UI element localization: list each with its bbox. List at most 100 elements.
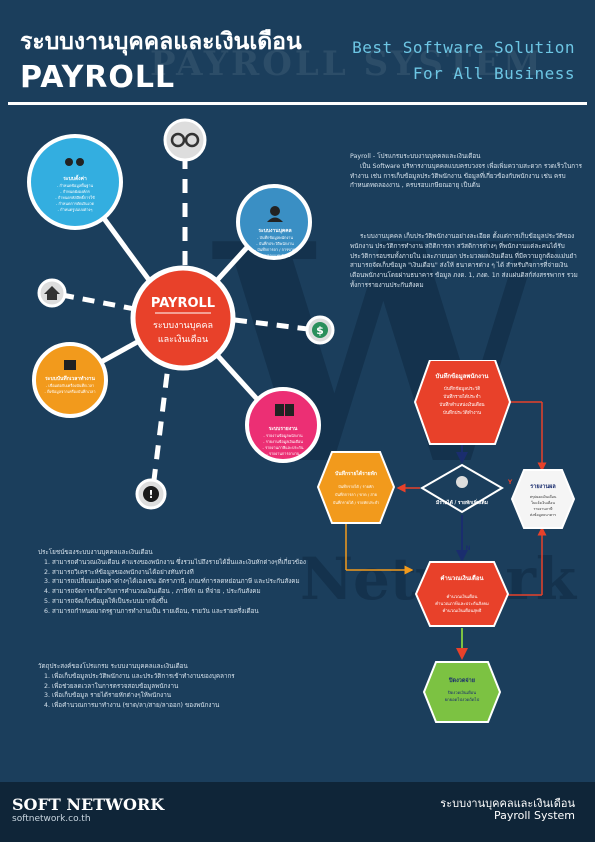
benefit-item: สามารถวิเคราะห์ข้อมูลของพนักงานได้อย่างท…	[52, 568, 358, 578]
footer-bar	[0, 782, 595, 842]
close-heading: ปิดงวดจ่าย	[448, 676, 475, 684]
hr-description: ระบบงานบุคคล เก็บประวัติพนักงานอย่างละเอ…	[350, 233, 578, 289]
hub-subtitle-1: ระบบงานบุคคล	[153, 321, 213, 331]
calc-line: คำนวณเงินเดือน	[447, 594, 478, 600]
person-icon	[267, 206, 283, 222]
time-node-heading: ระบบบันทึกเวลาทำงาน	[45, 375, 95, 382]
close-line: ปิดงวดเงินเดือน	[447, 690, 476, 695]
income-line: บันทึกรายได้ / รายหักประจำ	[333, 500, 379, 505]
objectives-block: วัตถุประสงค์ของโปรแกรม ระบบงานบุคคลและเง…	[38, 662, 358, 711]
benefit-item: สามารถจัดเก็บข้อมูลให้เป็นระบบมากยิ่งขึ้…	[52, 597, 358, 607]
document-icon	[64, 360, 76, 370]
time-node-line: - ดึงข้อมูลจากเครื่องบันทึกเวลา	[45, 389, 96, 394]
income-deduction-step	[316, 451, 396, 524]
record-line: บันทึกรายได้ประจำ	[443, 393, 481, 400]
page-title-english: PAYROLL	[20, 60, 176, 95]
settings-node-line: - กำหนดข้อมูลพื้นฐาน	[57, 182, 94, 188]
reports-line: ใบแจ้งเงินเดือน	[531, 500, 555, 505]
record-line: บันทึกข้อมูลประวัติ	[444, 386, 480, 392]
report-node-line: - รายงานภาษีและประกัน	[263, 445, 304, 450]
document-icon	[275, 404, 294, 416]
employee-node-line: - ค่าตอบแทนพิเศษ	[260, 253, 291, 258]
income-line: บันทึกรายได้ / รายหัก	[338, 484, 373, 489]
benefits-block: ประโยชน์ของระบบงานบุคคลและเงินเดือน สามา…	[38, 548, 358, 616]
alert-icon: !	[148, 488, 153, 501]
decision-yes-label: Y	[507, 479, 513, 486]
employee-node-heading: ระบบงานบุคคล	[258, 228, 291, 234]
intro-title: Payroll - โปรแกรมระบบงานบุคคลและเงินเดือ…	[350, 153, 481, 160]
module-diagram: $ ! PAYROLL ระบบงานบุคคล และเงินเดือน	[27, 118, 335, 510]
decision-step	[420, 463, 504, 514]
settings-node-line: - กำหนดผังองค์กร	[60, 189, 90, 194]
settings-node-line: - กำหนดการตัดเงินงวด	[56, 201, 95, 206]
tagline-line-2: For All Business	[412, 64, 575, 83]
settings-node-heading: ระบบตั้งค่า	[63, 173, 87, 182]
report-node-line: - รายงานข้อมูลเงินเดือน	[263, 439, 303, 444]
employee-node-line: - บันทึกข้อมูลพนักงาน	[257, 235, 293, 240]
objectives-title: วัตถุประสงค์ของโปรแกรม ระบบงานบุคคลและเง…	[38, 663, 188, 670]
employee-node	[236, 184, 312, 260]
decision-no-label: N	[465, 545, 470, 552]
decision-label: มีรายได้ / รายหักเพิ่มเติม	[436, 498, 488, 506]
header-divider	[8, 102, 587, 105]
settings-node-line: - กำหนดรหัสสิทธิ์การใช้	[55, 194, 95, 200]
report-node-heading: ระบบรายงาน	[269, 426, 298, 432]
footer-url[interactable]: softnetwork.co.th	[12, 814, 91, 824]
header-watermark: PAYROLL SYSTEM	[150, 44, 544, 84]
report-node-line: - รายงานการลางาน	[266, 451, 299, 456]
payroll-hub: PAYROLL ระบบงานบุคคล และเงินเดือน	[130, 265, 236, 371]
reports-step	[510, 469, 576, 529]
objective-item: เพื่อคำนวณการมาทำงาน (ขาด/ลา/สาย/ลาออก) …	[52, 701, 358, 711]
income-line: บันทึกการลา / ขาด / สาย	[335, 492, 377, 497]
calc-line: คำนวณภาษีและประกันสังคม	[435, 601, 489, 607]
objective-item: เพื่อเก็บข้อมูลประวัติพนักงาน และประวัติ…	[52, 672, 358, 682]
payroll-flowchart: บันทึกข้อมูลพนักงานบันทึกข้อมูลประวัติบั…	[316, 360, 576, 723]
record-line: บันทึกตำแหน่งเงินเดือน	[439, 401, 484, 408]
benefits-list: สามารถคำนวณเงินเดือน ค่าแรงของพนักงาน ซึ…	[38, 558, 358, 617]
hub-title: PAYROLL	[151, 296, 215, 311]
dollar-node: $	[305, 315, 335, 345]
benefit-item: สามารถจัดการเกี่ยวกับการคำนวณเงินเดือน ,…	[52, 587, 358, 597]
reports-heading: รายงานผล	[530, 483, 556, 490]
calc-heading: คำนวณเงินเดือน	[440, 574, 484, 582]
report-node-line: - รายงานข้อมูลพนักงาน	[263, 433, 303, 438]
objective-item: เพื่อเก็บข้อมูล รายได้รายหักต่างๆให้พนัก…	[52, 691, 358, 701]
dollar-icon: $	[316, 324, 324, 337]
reports-line: ส่งข้อมูลธนาคาร	[530, 512, 556, 517]
record-line: บันทึกประวัติทำงาน	[443, 409, 481, 416]
footer-title-english: Payroll System	[493, 809, 575, 822]
settings-node	[27, 134, 123, 230]
tagline-line-1: Best Software Solution	[352, 38, 575, 57]
report-node	[245, 387, 321, 463]
objective-item: เพื่อช่วยลดเวลาในการตรวจสอบข้อมูลพนักงาน	[52, 682, 358, 692]
home-icon	[44, 286, 60, 300]
hub-subtitle-2: และเงินเดือน	[158, 334, 208, 345]
page-title-thai: ระบบงานบุคคลและเงินเดือน	[20, 29, 302, 55]
close-period-step	[422, 661, 502, 723]
footer-brand: SOFT NETWORK	[12, 795, 165, 814]
benefits-title: ประโยชน์ของระบบงานบุคคลและเงินเดือน	[38, 549, 153, 556]
gear-icon	[65, 158, 84, 166]
intro-body: เป็น Software บริหารงานบุคคลแบบครบวงจร เ…	[350, 162, 583, 190]
benefit-item: สามารถคำนวณเงินเดือน ค่าแรงของพนักงาน ซึ…	[52, 558, 358, 568]
footer-title-thai: ระบบงานบุคคลและเงินเดือน	[440, 797, 575, 810]
record-heading: บันทึกข้อมูลพนักงาน	[436, 372, 490, 381]
benefit-item: สามารถเปลี่ยนแปลงค่าต่างๆได้เองเช่น อัตร…	[52, 577, 358, 587]
time-node	[32, 342, 108, 418]
record-employee-step	[413, 360, 512, 445]
close-line: ยกยอดไปงวดถัดไป	[445, 696, 480, 702]
calc-line: คำนวณเงินเดือนสุทธิ	[443, 608, 482, 614]
employee-node-line: - บันทึกประวัติพนักงาน	[256, 241, 294, 246]
benefit-item: สามารถกำหนดมาตรฐานการทำงานเป็น รายเดือน,…	[52, 607, 358, 617]
income-heading: บันทึกรายได้รายหัก	[335, 470, 377, 477]
objectives-list: เพื่อเก็บข้อมูลประวัติพนักงาน และประวัติ…	[38, 672, 358, 711]
intro-block: Payroll - โปรแกรมระบบงานบุคคลและเงินเดือ…	[350, 152, 582, 191]
alert-node: !	[135, 478, 167, 510]
reports-line: รายงานภาษี	[533, 506, 553, 511]
gear-icon	[170, 132, 200, 148]
settings-node-line: - กำหนดรูปแบบต่างๆ	[58, 207, 93, 212]
reports-line: สรุปยอดเงินเดือน	[530, 494, 557, 500]
time-node-line: - เชื่อมต่อกับเครื่องบันทึกเวลา	[46, 383, 94, 388]
home-node	[37, 278, 67, 308]
gear-node	[163, 118, 207, 162]
